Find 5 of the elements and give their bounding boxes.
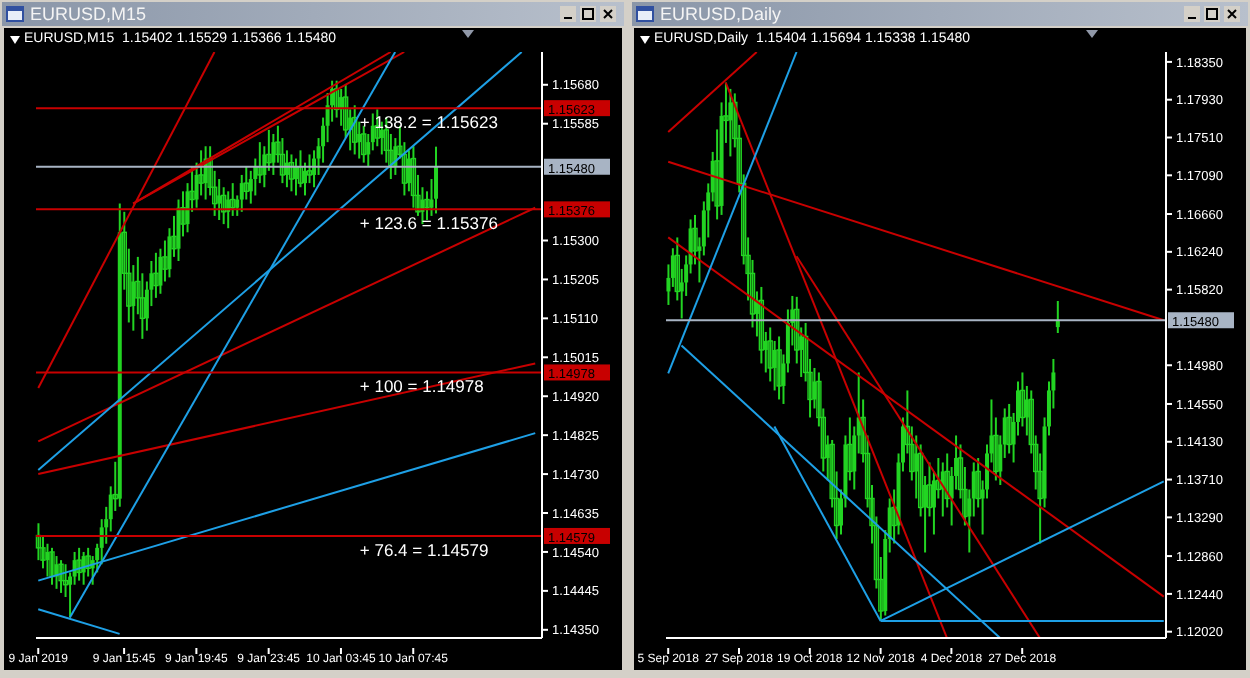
ref-line-label: + 123.6 = 1.15376 <box>359 213 499 234</box>
chart-title: EURUSD,M15 <box>30 2 147 26</box>
ref-line-label: + 76.4 = 1.14579 <box>359 539 489 560</box>
ref-line-label: + 100 = 1.14978 <box>359 376 485 397</box>
chart-title: EURUSD,Daily <box>660 2 782 26</box>
